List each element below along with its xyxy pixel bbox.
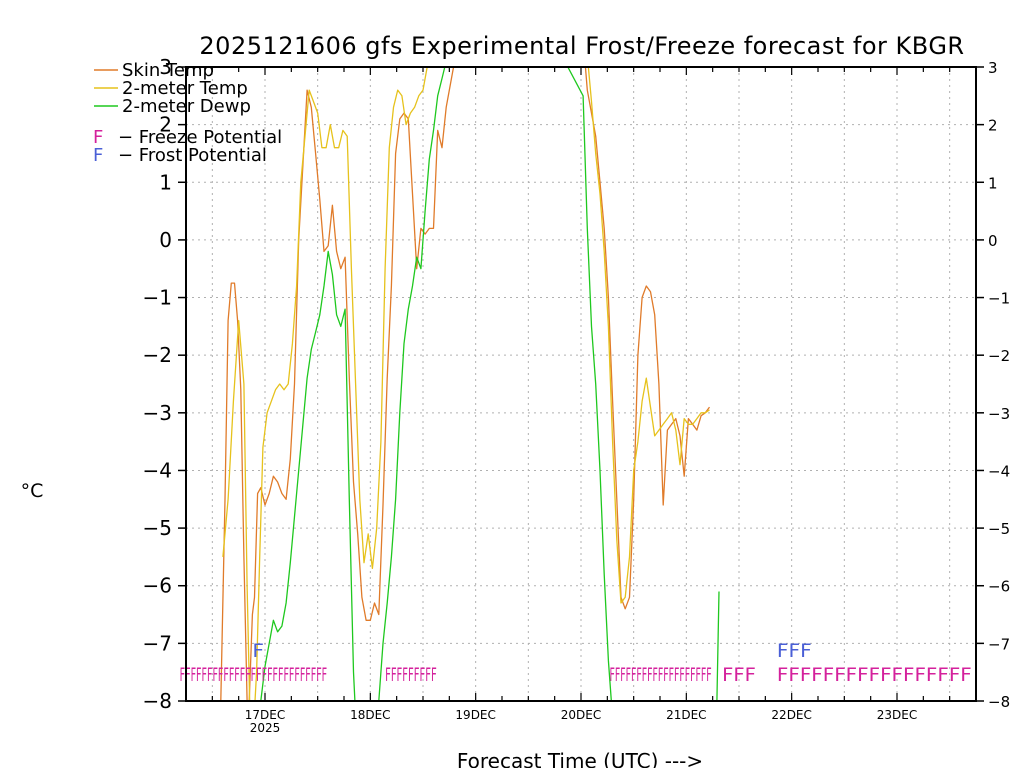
- y-tick-label-left: 1: [159, 170, 172, 194]
- y-tick-label-right: 0: [988, 232, 998, 250]
- legend-entry: 2-meter Temp: [122, 78, 248, 99]
- y-tick-label-right: −8: [988, 693, 1010, 711]
- freeze-potential-marker: FFFFFFFFFFFFFFFFFFFFFFFFFFF: [180, 664, 327, 686]
- x-tick-label: 20DEC: [561, 708, 601, 722]
- freeze-potential-marker: FFF: [722, 664, 756, 686]
- y-tick-label-left: −3: [143, 401, 172, 425]
- y-tick-label-left: −1: [143, 286, 172, 310]
- y-axis-right: 3 2 1 0 −1 −2 −3 −4 −5 −6 −7 −8: [976, 59, 1010, 711]
- y-tick-label-right: 3: [988, 59, 998, 77]
- freeze-potential-marker: FFFFFFFFFFFFFFFFFFF: [609, 664, 711, 686]
- 2-meter-dewp-line: [260, 67, 720, 701]
- y-tick-label-left: 2: [159, 113, 172, 137]
- y-tick-label-right: −2: [988, 347, 1010, 365]
- freeze-potential-marker: FFFFFFFFFFFFFFFFF: [777, 664, 972, 686]
- legend-potential-letter: F: [93, 127, 103, 148]
- x-tick-label: 21DEC: [666, 708, 706, 722]
- y-tick-label-left: 0: [159, 228, 172, 252]
- legend-entry: Skin Temp: [122, 60, 214, 81]
- y-tick-label-left: −5: [143, 516, 172, 540]
- y-tick-label-left: −4: [143, 458, 172, 482]
- x-tick-label: 19DEC: [455, 708, 495, 722]
- y-tick-label-left: −6: [143, 574, 172, 598]
- frost-potential-marker: FFF: [777, 640, 812, 662]
- x-year-label: 2025: [250, 721, 281, 735]
- y-axis-label: °C: [21, 480, 44, 502]
- y-axis-left: 3 2 1 0 −1 −2 −3 −4 −5 −6 −7 −8: [143, 55, 186, 713]
- y-tick-label-right: −1: [988, 290, 1010, 308]
- y-tick-label-right: −4: [988, 462, 1010, 480]
- x-tick-label: 17DEC: [245, 708, 285, 722]
- legend-potential-letter: F: [93, 145, 103, 166]
- y-tick-label-right: −3: [988, 405, 1010, 423]
- y-tick-label-left: −2: [143, 343, 172, 367]
- x-tick-label: 23DEC: [877, 708, 917, 722]
- x-tick-label: 22DEC: [771, 708, 811, 722]
- y-tick-label-right: 1: [988, 174, 998, 192]
- legend-potential-text: − Frost Potential: [118, 145, 267, 166]
- x-axis: 17DEC 18DEC 19DEC 20DEC 21DEC 22DEC 23DEC: [185, 67, 977, 722]
- chart-title: 2025121606 gfs Experimental Frost/Freeze…: [199, 32, 964, 60]
- frost-potential-marker: F: [252, 640, 264, 662]
- series-lines: [220, 67, 720, 701]
- grid-lines: [186, 67, 976, 701]
- plot-frame: [185, 66, 977, 702]
- y-tick-label-left: −8: [143, 689, 172, 713]
- freeze-potential-marker: FFFFFFFFF: [385, 664, 437, 686]
- y-tick-label-left: 3: [159, 55, 172, 79]
- y-tick-label-right: 2: [988, 117, 998, 135]
- x-axis-label: Forecast Time (UTC) --->: [457, 749, 703, 768]
- y-tick-label-left: −7: [143, 631, 172, 655]
- skin-temp-line: [220, 67, 711, 701]
- y-tick-label-right: −5: [988, 520, 1010, 538]
- x-tick-label: 18DEC: [350, 708, 390, 722]
- legend-entry: 2-meter Dewp: [122, 96, 251, 117]
- legend-potential-text: − Freeze Potential: [118, 127, 282, 148]
- y-tick-label-right: −6: [988, 578, 1010, 596]
- 2-meter-temp-line: [222, 67, 710, 701]
- y-tick-label-right: −7: [988, 635, 1010, 653]
